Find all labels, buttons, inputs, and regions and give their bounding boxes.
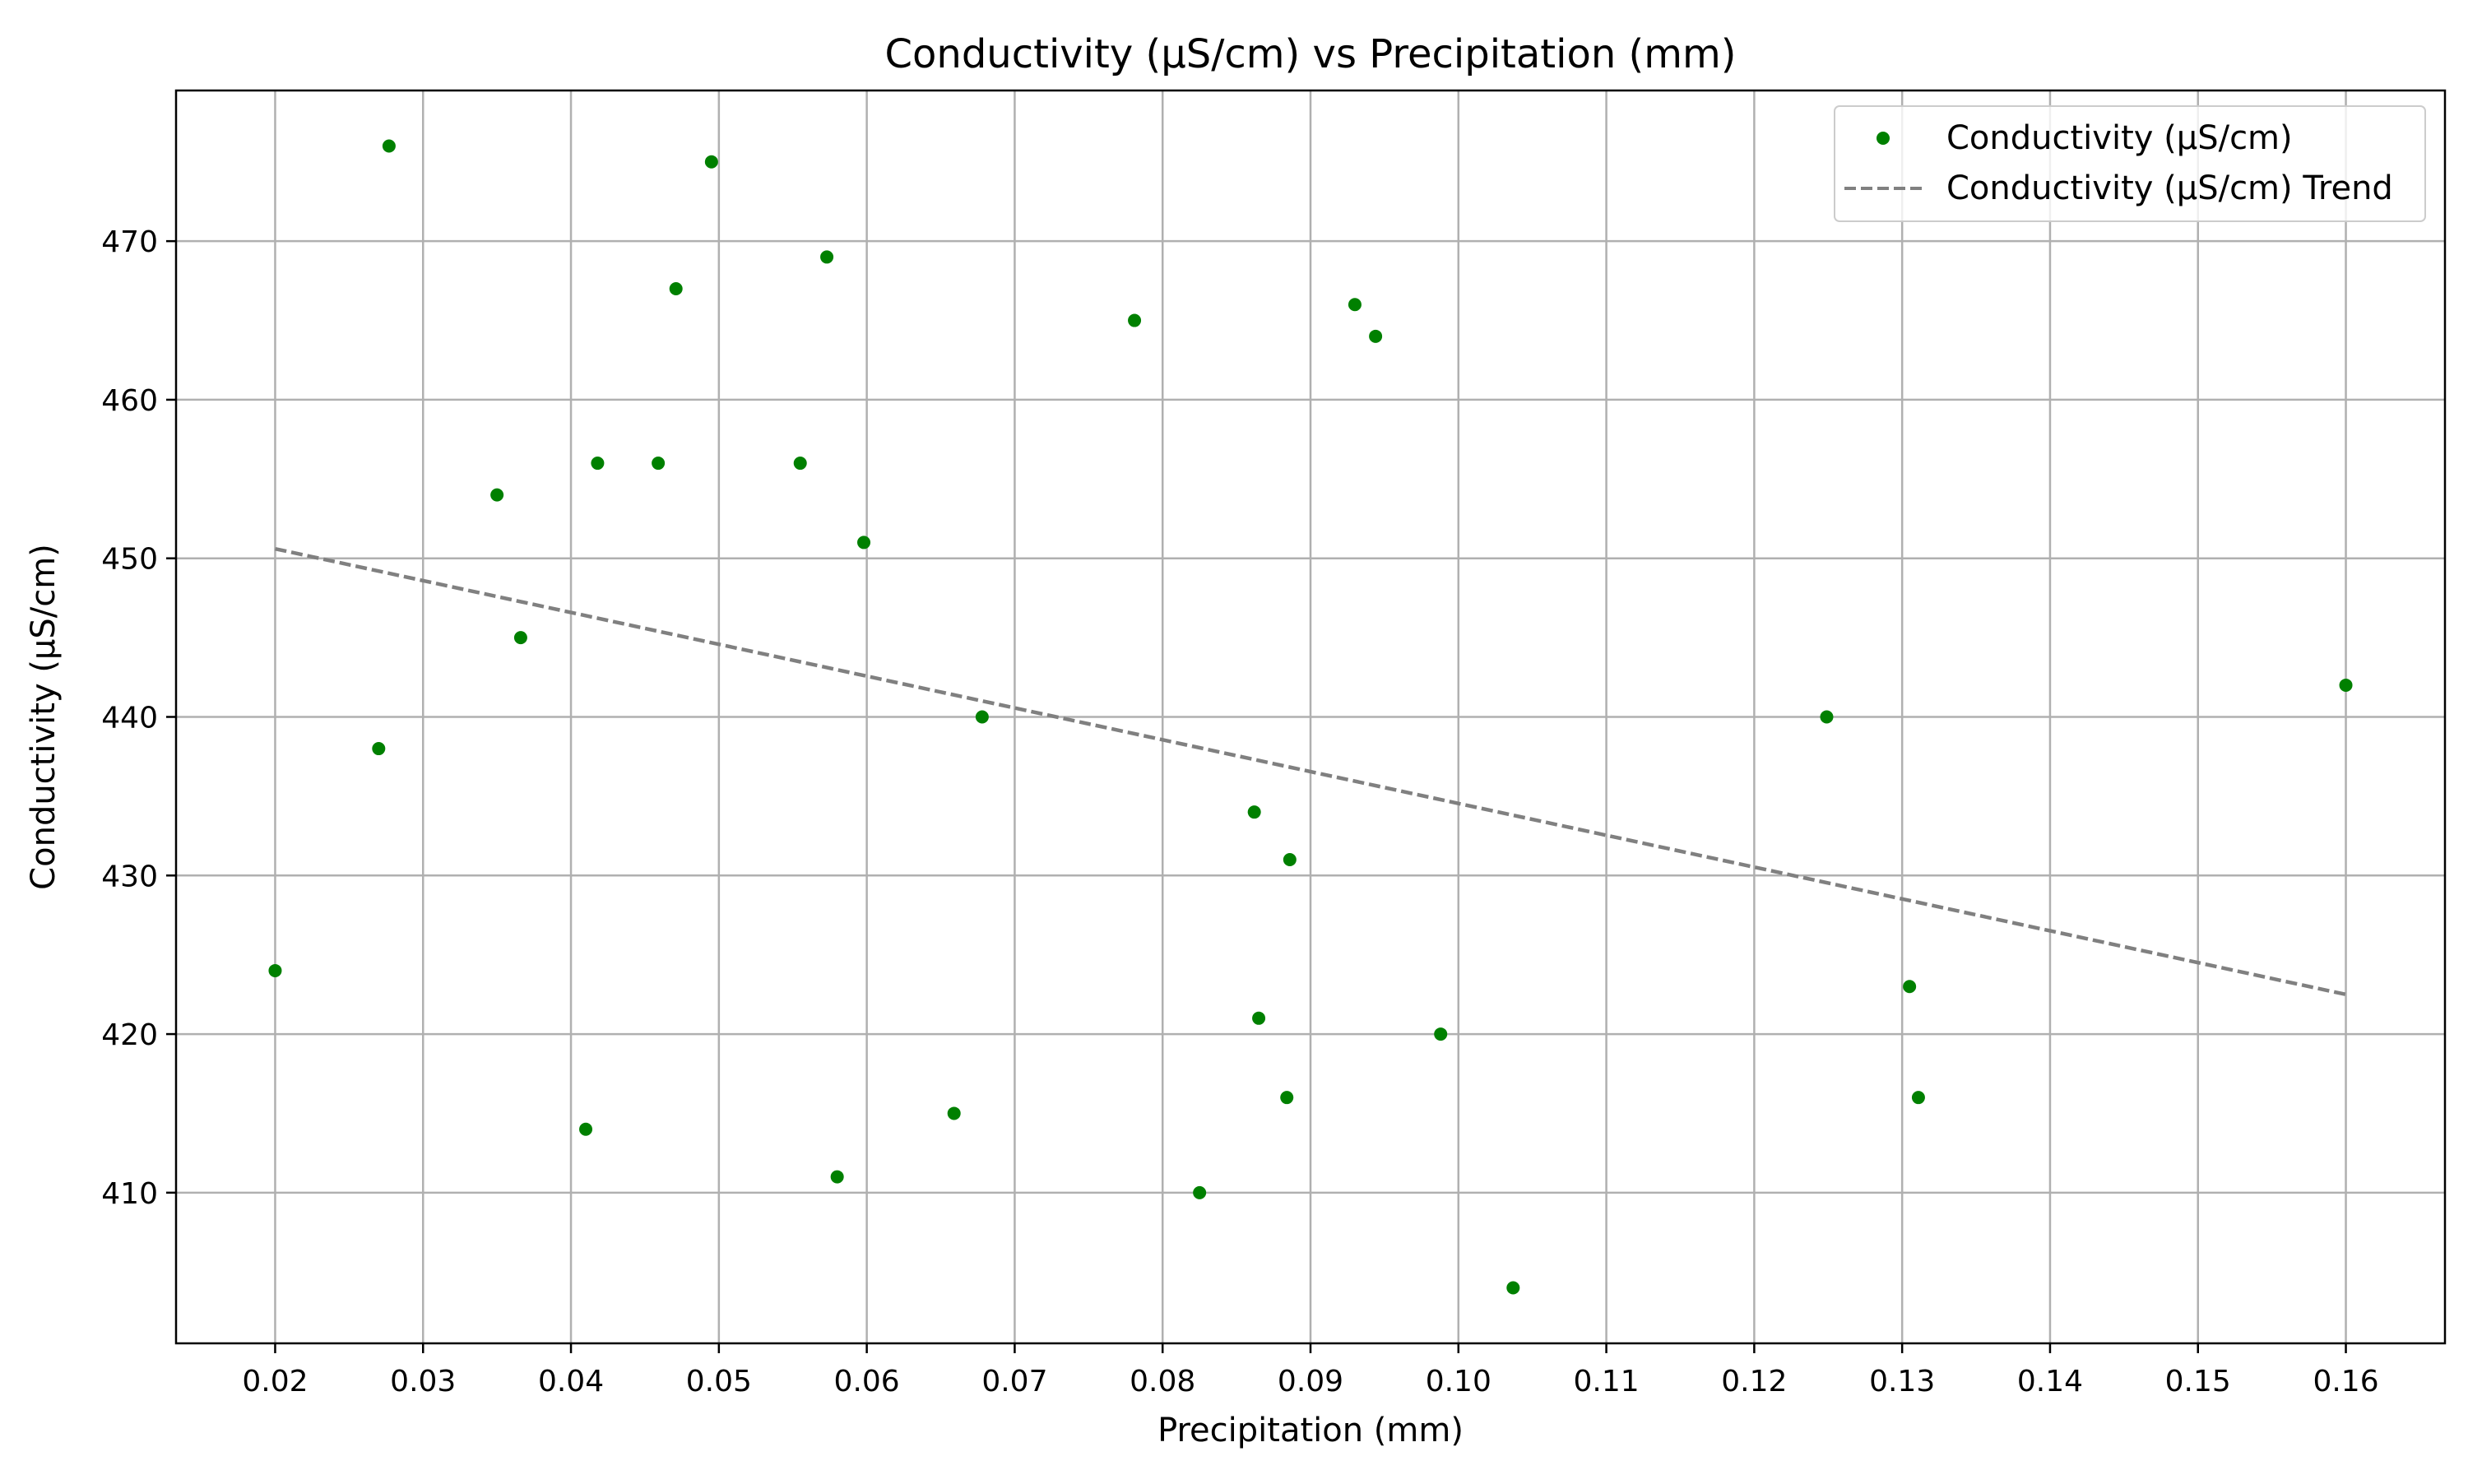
data-point <box>1348 298 1362 312</box>
legend-box <box>1834 105 2426 222</box>
data-point <box>1820 710 1834 724</box>
legend-label-scatter: Conductivity (µS/cm) <box>1946 119 2293 157</box>
x-tick-label: 0.06 <box>834 1365 900 1398</box>
data-point <box>1506 1281 1520 1295</box>
x-tick-label: 0.08 <box>1130 1365 1195 1398</box>
x-tick-label: 0.16 <box>2313 1365 2378 1398</box>
data-point <box>513 631 527 645</box>
legend-marker-scatter <box>1877 132 1890 145</box>
data-point <box>2339 678 2353 692</box>
data-point <box>975 710 989 724</box>
data-point <box>669 281 683 295</box>
data-point <box>857 536 871 550</box>
data-point <box>1911 1091 1925 1105</box>
y-tick-label: 430 <box>101 860 158 893</box>
legend-label-trend: Conductivity (µS/cm) Trend <box>1946 169 2393 207</box>
data-point <box>652 457 666 471</box>
trend-line <box>274 546 2347 997</box>
y-tick-label: 450 <box>101 543 158 577</box>
x-tick-label: 0.15 <box>2165 1365 2231 1398</box>
grid <box>176 90 2445 1343</box>
data-point <box>490 488 504 502</box>
x-axis-label: Precipitation (mm) <box>1157 1412 1464 1449</box>
data-point <box>372 742 386 756</box>
data-point <box>1128 313 1142 327</box>
data-point <box>1247 805 1261 819</box>
x-tick-label: 0.07 <box>981 1365 1047 1398</box>
data-point <box>793 457 807 471</box>
data-point <box>1903 980 1917 994</box>
x-tick-label: 0.13 <box>1869 1365 1935 1398</box>
y-tick-label: 420 <box>101 1018 158 1052</box>
legend: Conductivity (µS/cm) Conductivity (µS/cm… <box>1834 105 2426 222</box>
data-point <box>947 1106 961 1120</box>
data-point <box>830 1170 844 1184</box>
x-tick-label: 0.05 <box>686 1365 752 1398</box>
data-point <box>591 457 605 471</box>
x-tick-label: 0.12 <box>1721 1365 1787 1398</box>
x-tick-label: 0.02 <box>242 1365 308 1398</box>
x-tick-label: 0.11 <box>1574 1365 1640 1398</box>
data-point <box>268 963 282 977</box>
data-point <box>1193 1185 1207 1199</box>
y-tick-label: 460 <box>101 384 158 418</box>
x-axis-ticks: 0.02 0.03 0.04 0.05 0.06 0.07 0.08 0.09 0.10 0.11… <box>242 1343 2379 1398</box>
x-tick-label: 0.03 <box>390 1365 456 1398</box>
y-tick-label: 410 <box>101 1177 158 1211</box>
points-layer <box>268 139 2353 1295</box>
trend-layer <box>274 546 2347 997</box>
x-tick-label: 0.09 <box>1278 1365 1343 1398</box>
data-point <box>382 139 396 153</box>
x-tick-label: 0.10 <box>1426 1365 1491 1398</box>
x-tick-label: 0.14 <box>2017 1365 2083 1398</box>
data-point <box>1280 1091 1294 1105</box>
chart-title: Conductivity (µS/cm) vs Precipitation (m… <box>885 31 1737 77</box>
data-point <box>1369 329 1383 343</box>
y-axis-label: Conductivity (µS/cm) <box>25 544 63 890</box>
data-point <box>1252 1011 1266 1025</box>
data-point <box>820 250 834 264</box>
x-tick-label: 0.04 <box>538 1365 604 1398</box>
data-point <box>1283 853 1297 867</box>
data-point <box>579 1122 593 1136</box>
data-point <box>1434 1027 1448 1041</box>
y-tick-label: 440 <box>101 702 158 735</box>
y-axis-ticks: 410 420 430 440 450 460 470 <box>101 225 176 1211</box>
data-point <box>704 155 718 169</box>
y-tick-label: 470 <box>101 225 158 259</box>
